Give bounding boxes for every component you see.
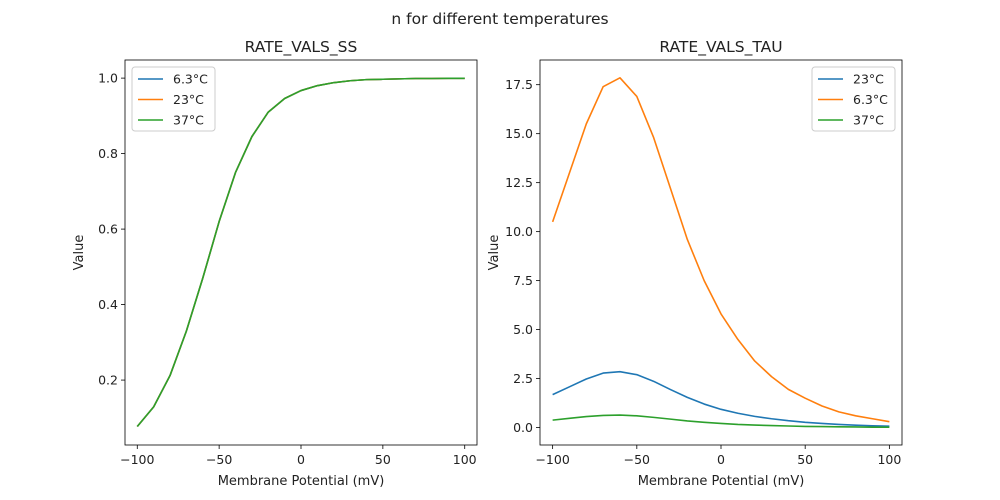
legend-label: 23°C <box>173 92 204 107</box>
y-tick-label: 1.0 <box>98 71 118 86</box>
x-tick-label: −100 <box>120 452 154 467</box>
y-tick-label: 0.4 <box>98 297 118 312</box>
y-tick-label: 12.5 <box>505 175 533 190</box>
series-line <box>551 77 890 423</box>
legend-label: 6.3°C <box>853 92 888 107</box>
y-tick-label: 0.2 <box>98 373 118 388</box>
x-tick-label: 0 <box>297 452 305 467</box>
subplot-title: RATE_VALS_SS <box>245 38 358 57</box>
figure-suptitle: n for different temperatures <box>391 10 608 28</box>
x-tick-label: −50 <box>624 452 650 467</box>
legend-label: 6.3°C <box>173 72 208 87</box>
series-line <box>552 370 890 427</box>
legend: 23°C 6.3°C 37°C <box>811 66 896 132</box>
subplot-rate-vals-tau: RATE_VALS_TAU −100 −50 0 50 100 0.0 2.5 5.0 7.5 10… <box>487 38 903 489</box>
x-tick-label: 50 <box>375 452 391 467</box>
x-tick-label: 0 <box>717 452 725 467</box>
legend: 6.3°C 23°C 37°C <box>131 66 216 132</box>
y-tick-label: 15.0 <box>505 126 533 141</box>
subplot-title: RATE_VALS_TAU <box>659 38 782 57</box>
y-tick-label: 0.0 <box>513 420 533 435</box>
axes-frame <box>539 59 903 446</box>
legend-label: 23°C <box>853 72 884 87</box>
y-tick-label: 10.0 <box>505 224 533 239</box>
legend-box <box>811 66 896 132</box>
y-tick-label: 7.5 <box>513 273 533 288</box>
y-axis-label: Value <box>72 235 87 271</box>
subplot-rate-vals-ss: RATE_VALS_SS −100 −50 0 50 100 0.2 0.4 0.6 0.8 1.0… <box>72 38 478 489</box>
legend-label: 37°C <box>853 113 884 128</box>
y-tick-label: 5.0 <box>513 322 533 337</box>
x-tick-label: −100 <box>535 452 569 467</box>
y-tick-label: 0.8 <box>98 146 118 161</box>
y-axis-label: Value <box>487 235 502 271</box>
series-line <box>136 77 465 428</box>
series-line <box>552 414 890 428</box>
y-tick-label: 0.6 <box>98 222 118 237</box>
y-tick-label: 17.5 <box>505 77 533 92</box>
x-axis-label: Membrane Potential (mV) <box>638 474 805 489</box>
x-tick-label: 100 <box>453 452 477 467</box>
x-axis-label: Membrane Potential (mV) <box>218 474 385 489</box>
x-tick-label: −50 <box>206 452 232 467</box>
axes-frame <box>124 59 478 446</box>
y-tick-label: 2.5 <box>513 371 533 386</box>
x-tick-label: 50 <box>797 452 813 467</box>
legend-label: 37°C <box>173 113 204 128</box>
legend-box <box>131 66 216 132</box>
x-tick-label: 100 <box>877 452 901 467</box>
